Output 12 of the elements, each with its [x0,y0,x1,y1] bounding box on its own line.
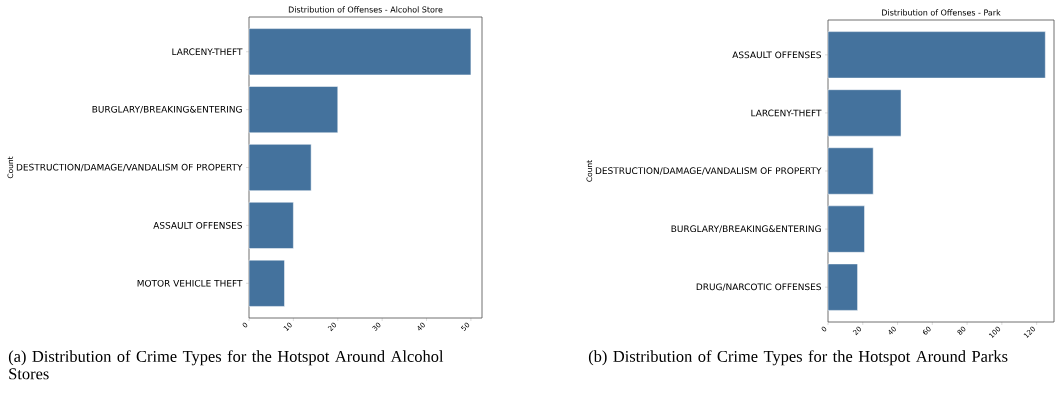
y-tick-label: DESTRUCTION/DAMAGE/VANDALISM OF PROPERTY [16,163,243,172]
text: (b) Distribution of Crime Types for the Hotspot Around Parks [588,350,1008,366]
text: (a) Distribution of Crime Types for the Hotspot Around Alcohol Stores [8,350,444,380]
y-tick-label: LARCENY-THEFT [172,48,243,56]
y-tick-label: BURGLARY/BREAKING&ENTERING [92,105,242,114]
y-tick-label: ASSAULT OFFENSES [732,51,821,59]
y-tick-label: ASSAULT OFFENSES [153,222,242,229]
y-tick-label: MOTOR VEHICLE THEFT [137,279,243,287]
y-tick-label: BURGLARY/BREAKING&ENTERING [671,225,821,233]
y-tick-label: DESTRUCTION/DAMAGE/VANDALISM OF PROPERTY [595,167,822,175]
y-tick-label: DRUG/NARCOTIC OFFENSES [696,283,821,291]
y-tick-label: LARCENY-THEFT [751,109,822,117]
